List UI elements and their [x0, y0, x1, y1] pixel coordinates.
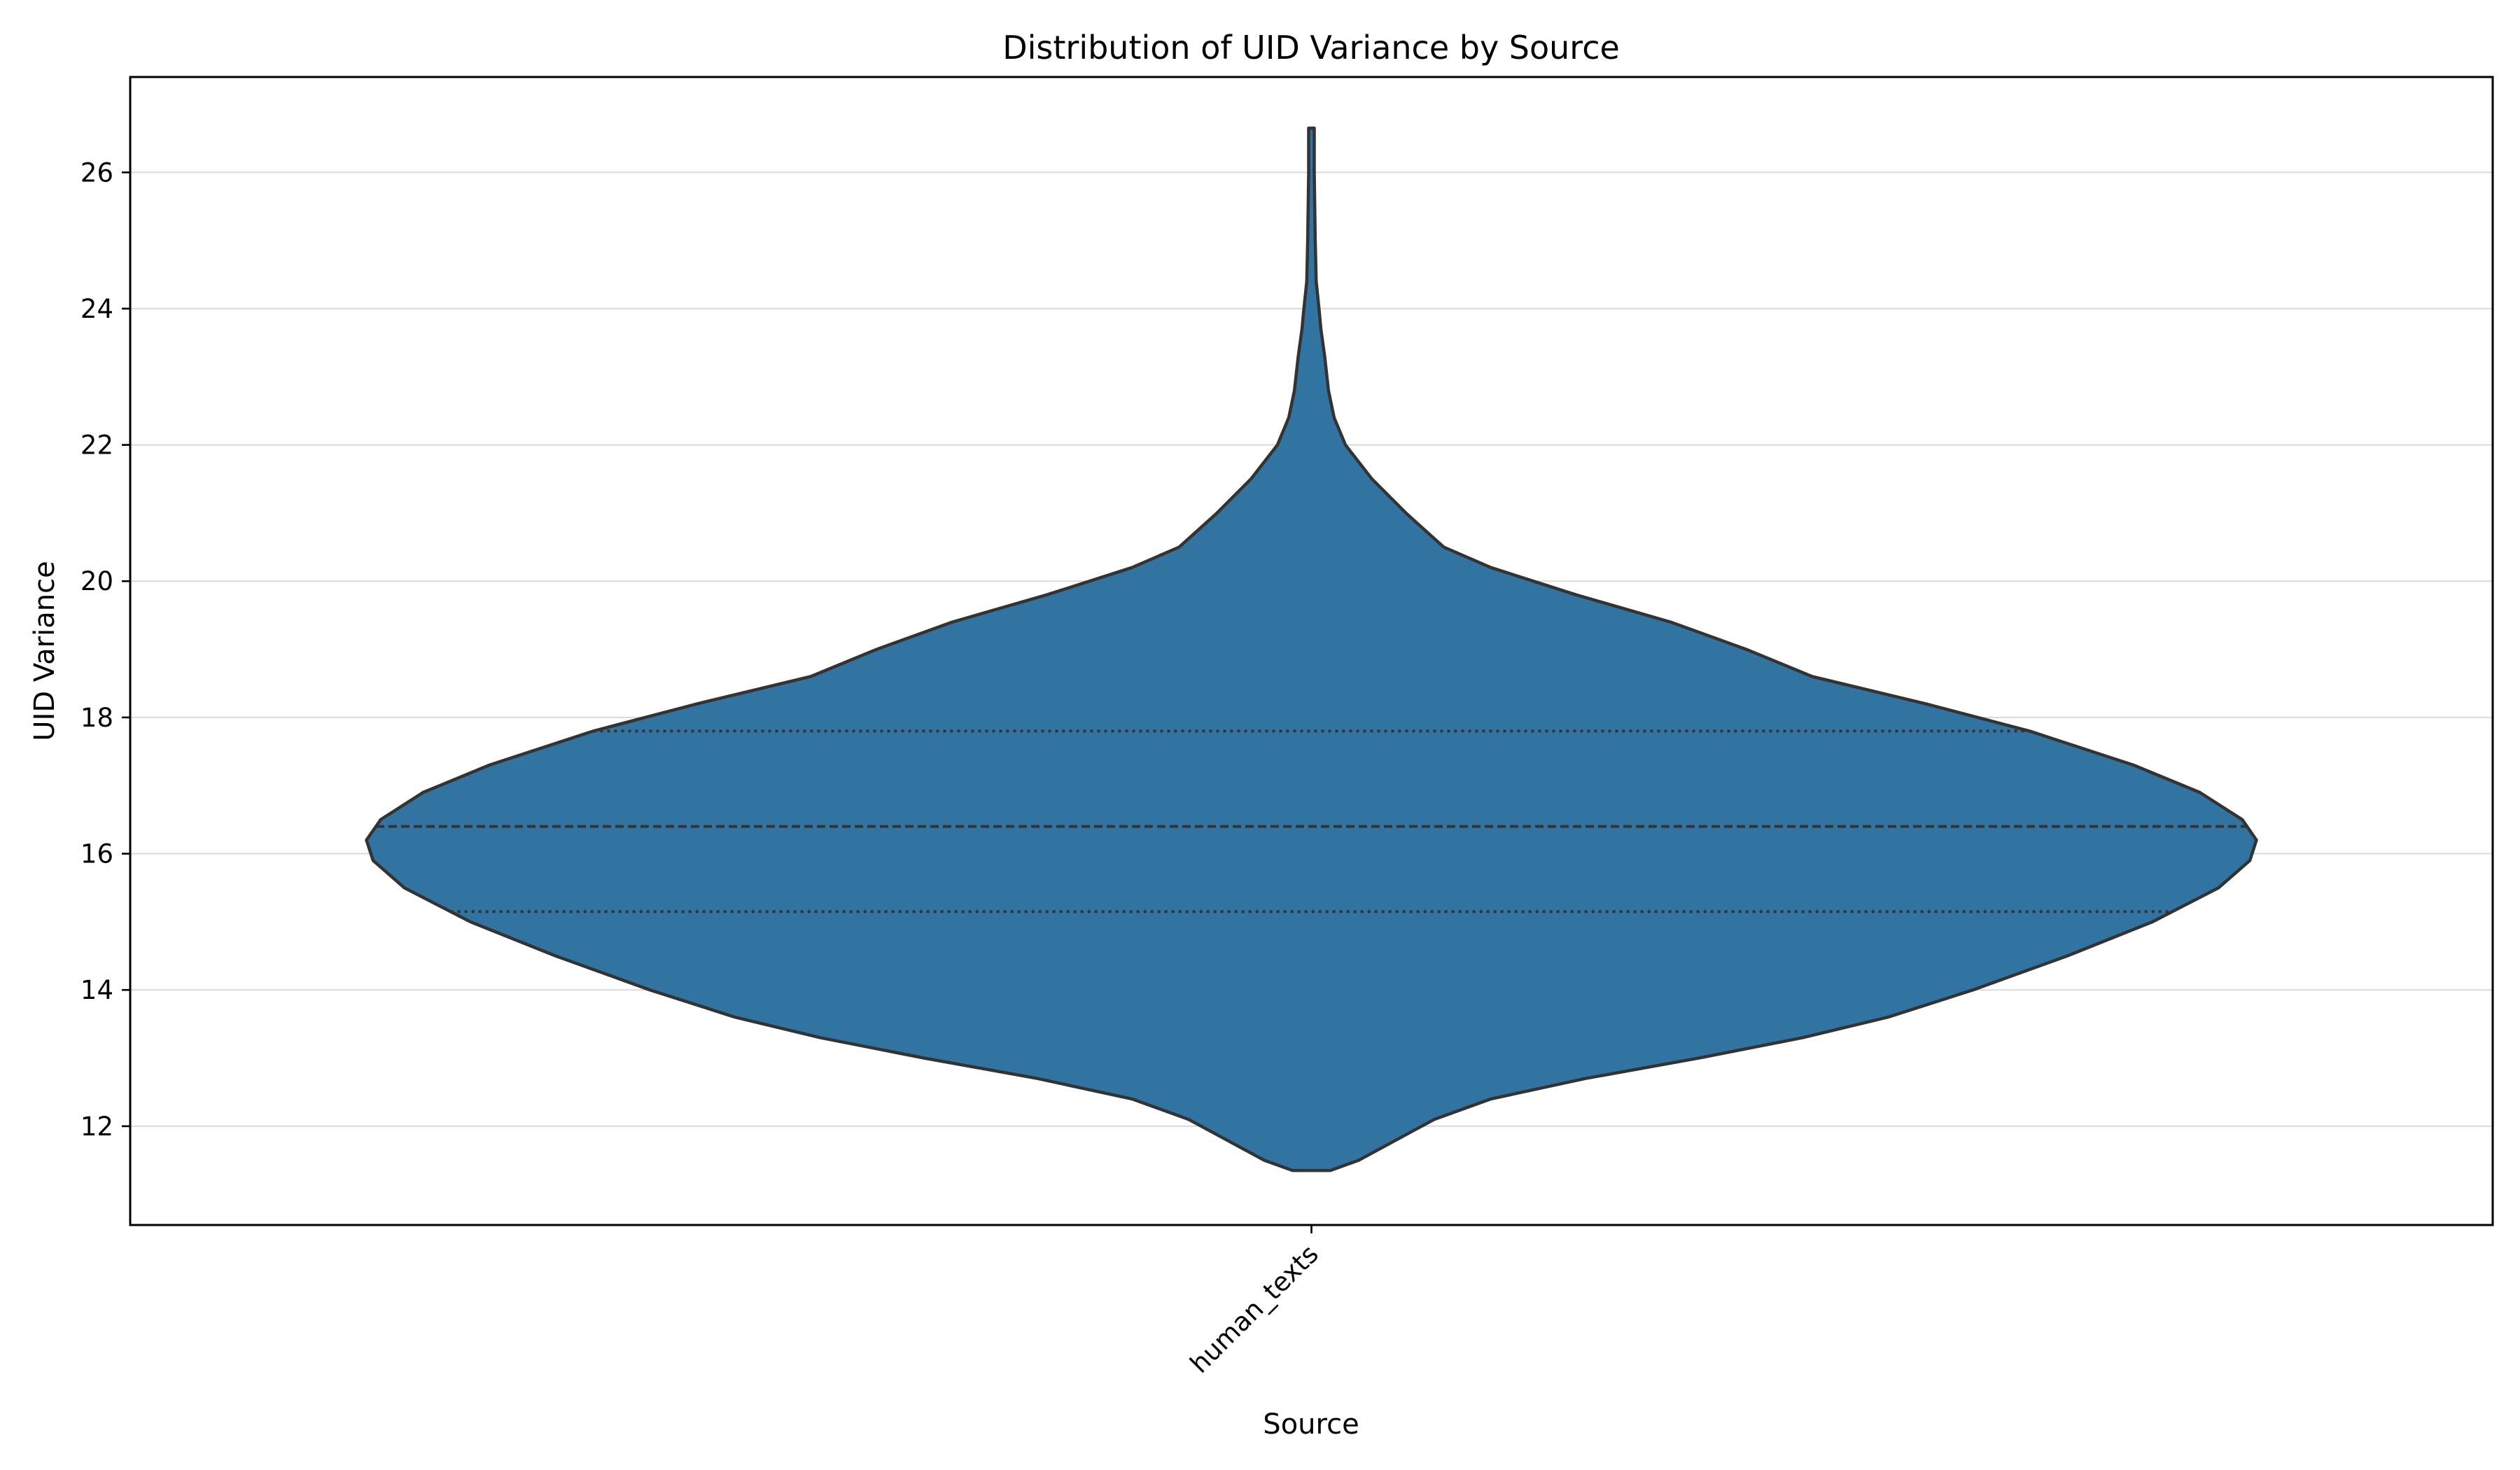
y-axis: 12 14 16 18 20 22 24 26: [80, 158, 130, 1142]
y-tick-label-20: 20: [80, 566, 113, 596]
y-axis-label: UID Variance: [29, 561, 61, 741]
y-tick-label-22: 22: [80, 430, 113, 461]
violin-layer: [365, 126, 2258, 1172]
x-tick-label-human_texts: human_texts: [1184, 1239, 1324, 1379]
violin-human_texts: [365, 126, 2258, 1172]
chart-title: Distribution of UID Variance by Source: [1002, 29, 1620, 66]
y-tick-label-24: 24: [80, 294, 113, 324]
y-tick-label-14: 14: [80, 975, 113, 1005]
y-tick-label-18: 18: [80, 703, 113, 733]
x-axis: human_texts: [1184, 1225, 1324, 1379]
y-tick-label-16: 16: [80, 839, 113, 869]
x-axis-label: Source: [1263, 1408, 1359, 1441]
y-tick-label-26: 26: [80, 158, 113, 188]
y-tick-label-12: 12: [80, 1112, 113, 1142]
